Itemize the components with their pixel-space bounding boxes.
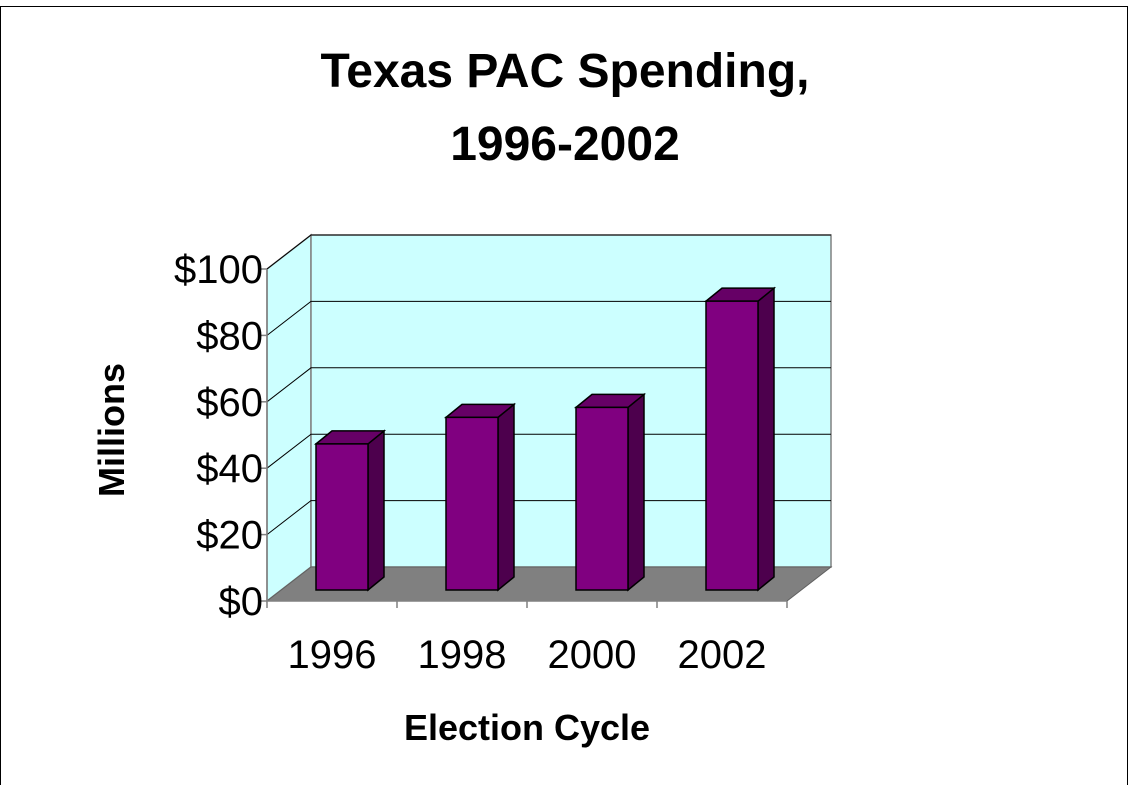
bar-front-2002: [705, 300, 759, 591]
x-tick-label: 1996: [288, 633, 377, 677]
gridline-2: [266, 433, 831, 469]
bar-side-2002: [757, 286, 775, 592]
bars: [313, 286, 777, 592]
y-tick-labels: $0 $20 $40 $60 $80 $100: [174, 248, 263, 624]
gridlines: [266, 234, 831, 535]
x-tick-label: 1998: [418, 633, 507, 677]
chart-title-line-1: Texas PAC Spending,: [320, 45, 810, 98]
bar-2002: [703, 286, 777, 592]
bar-front-2000: [575, 406, 629, 591]
y-tick-label: $80: [196, 314, 263, 358]
y-tick-label: $60: [196, 381, 263, 425]
side-wall: [266, 233, 312, 603]
bar-1996: [313, 429, 387, 592]
bar-front-1996: [315, 443, 369, 591]
axes: [261, 268, 788, 608]
chart-title-line-2: 1996-2002: [450, 118, 680, 171]
y-tick-label: $0: [219, 580, 264, 624]
x-tick-label: 2002: [678, 633, 767, 677]
bar-2000: [573, 392, 647, 592]
x-tick-label: 2000: [548, 633, 637, 677]
gridline-4: [266, 300, 831, 336]
bar-front-1998: [445, 416, 499, 591]
bar-side-1996: [367, 429, 385, 592]
gridline-1: [266, 500, 831, 535]
y-tick-label: $20: [196, 514, 263, 558]
bar-1998: [443, 402, 517, 592]
chart-frame: [0, 6, 1128, 785]
gridline-3: [266, 367, 831, 403]
bar-side-2000: [627, 392, 645, 592]
x-tick-labels: 1996 1998 2000 2002: [288, 633, 767, 677]
x-axis-title: Election Cycle: [404, 707, 650, 748]
bar-side-1998: [497, 402, 515, 592]
gridline-5: [266, 234, 831, 270]
y-tick-label: $40: [196, 447, 263, 491]
y-tick-label: $100: [174, 248, 263, 292]
y-axis-title: Millions: [91, 363, 132, 497]
